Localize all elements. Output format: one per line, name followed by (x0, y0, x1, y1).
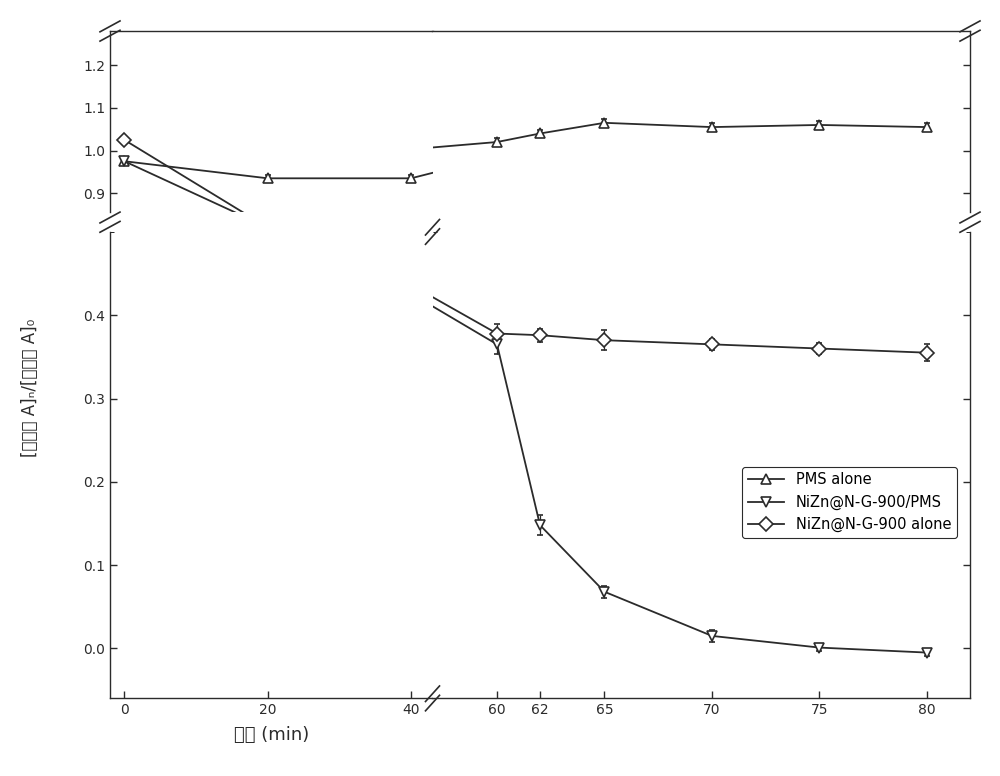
X-axis label: 时间 (min): 时间 (min) (234, 726, 309, 743)
Legend: PMS alone, NiZn@N-G-900/PMS, NiZn@N-G-900 alone: PMS alone, NiZn@N-G-900/PMS, NiZn@N-G-90… (742, 466, 957, 539)
Text: [双酬小 A]ₙ/[双酬小 A]₀: [双酬小 A]ₙ/[双酬小 A]₀ (21, 319, 39, 457)
